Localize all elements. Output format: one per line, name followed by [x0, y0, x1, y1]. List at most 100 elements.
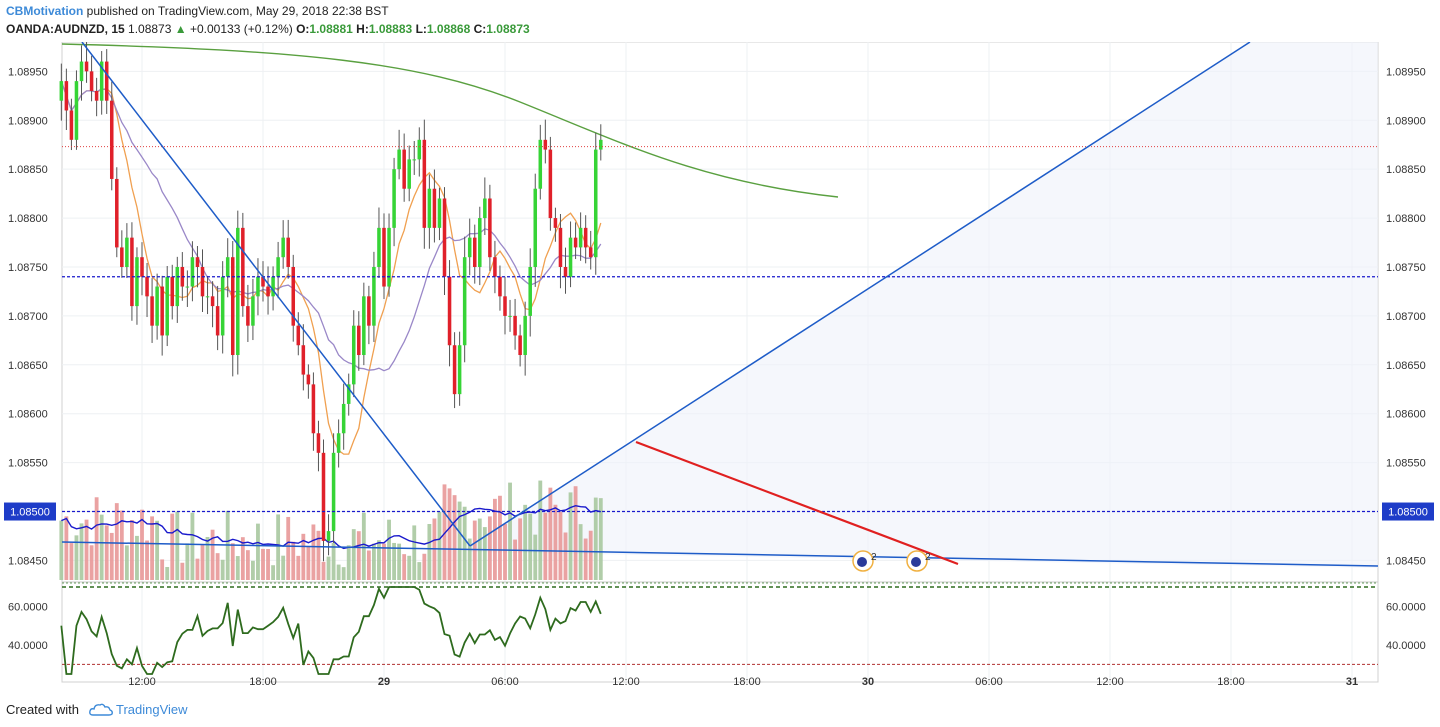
volume-bar	[422, 553, 427, 580]
candle-body	[104, 61, 109, 101]
volume-bar	[462, 506, 467, 580]
volume-bar	[361, 512, 366, 580]
y-tick-right: 1.08550	[1386, 458, 1426, 470]
candle-body	[523, 315, 527, 356]
volume-bar	[190, 512, 195, 580]
y-tick-left: 1.08850	[8, 164, 48, 176]
candle-body	[387, 227, 391, 287]
rsi-pane	[60, 582, 1378, 675]
volume-bar	[407, 555, 412, 580]
candle-body	[200, 266, 205, 297]
volume-bar	[185, 543, 190, 580]
candle-body	[402, 149, 406, 189]
x-tick: 18:00	[1217, 676, 1245, 688]
candle-body	[160, 286, 164, 336]
candle-body	[306, 374, 311, 385]
y-tick-left: 1.08950	[8, 66, 48, 78]
trendline-flat	[61, 541, 1379, 567]
footer: Created with TradingView	[0, 693, 1440, 727]
candle-body	[442, 198, 447, 277]
candle-body	[336, 433, 341, 453]
symbol-label[interactable]: OANDA:AUDNZD, 15	[6, 22, 125, 36]
candle-body	[99, 61, 104, 101]
y-tick-right: 1.08950	[1386, 66, 1426, 78]
candle-body	[246, 306, 250, 326]
volume-bar	[130, 520, 134, 580]
volume-bar	[79, 523, 84, 580]
created-with-text: Created with	[6, 702, 79, 717]
volume-bar	[341, 567, 346, 580]
volume-bar	[205, 536, 210, 580]
author-link[interactable]: CBMotivation	[6, 4, 84, 18]
candle-body	[583, 227, 588, 248]
y-tick-left: 1.08650	[8, 360, 48, 372]
candle-body	[382, 227, 386, 287]
event-icon-dot	[911, 557, 921, 567]
moving-averages	[60, 43, 839, 455]
volume-bar	[402, 554, 407, 580]
event-badge-count: 2	[925, 552, 931, 563]
volume-bar	[493, 498, 497, 580]
volume-bar	[437, 511, 442, 580]
trend-shade	[470, 42, 1378, 568]
volume-bar	[321, 561, 326, 580]
volume-bar	[518, 518, 523, 580]
x-tick: 29	[378, 676, 390, 688]
y-tick-right: 1.08750	[1386, 262, 1426, 274]
volume-bar	[568, 492, 573, 580]
y-tick-right: 1.08850	[1386, 164, 1426, 176]
volume-bar	[245, 550, 250, 580]
candle-body	[503, 296, 507, 316]
candle-body	[165, 276, 169, 336]
volume-bar	[598, 498, 603, 580]
publish-line: CBMotivation published on TradingView.co…	[6, 4, 389, 18]
volume-bar	[417, 562, 422, 580]
x-tick: 12:00	[1096, 676, 1124, 688]
y-tick-right: 1.08800	[1386, 213, 1426, 225]
candles	[59, 42, 603, 562]
candle-body	[543, 139, 548, 150]
candle-body	[69, 110, 74, 140]
candle-body	[573, 237, 578, 248]
candle-body	[558, 227, 563, 267]
y-tick-left: 1.08450	[8, 555, 48, 567]
volume-bar	[94, 497, 99, 580]
volume-bar	[392, 542, 396, 580]
candle-body	[236, 227, 240, 356]
candle-body	[261, 276, 265, 287]
level-badge-left-text: 1.08500	[10, 507, 50, 519]
volume-bar	[195, 558, 200, 580]
x-tick: 31	[1346, 676, 1358, 688]
volume-bar	[593, 497, 598, 580]
last-price: 1.08873	[128, 22, 172, 36]
candle-body	[150, 296, 154, 326]
candle-body	[367, 296, 371, 326]
volume-bar	[447, 488, 452, 580]
tradingview-brand-link[interactable]: TradingView	[116, 702, 188, 717]
candle-body	[437, 198, 442, 228]
candle-body	[326, 531, 331, 541]
candle-body	[109, 100, 114, 179]
volume-bar	[573, 486, 578, 580]
volume-bar	[306, 545, 311, 580]
candle-body	[518, 335, 522, 356]
x-tick: 18:00	[733, 676, 761, 688]
volume-bar	[119, 510, 124, 580]
trendline-up	[469, 42, 1251, 547]
volume-bar	[311, 524, 316, 580]
volume-bar	[99, 514, 104, 580]
candle-body	[427, 188, 432, 228]
candle-body	[412, 159, 417, 161]
volume-bar	[508, 482, 512, 580]
y-tick-right: 1.08450	[1386, 555, 1426, 567]
candle-body	[553, 218, 558, 228]
trendline-red	[635, 440, 959, 566]
candle-body	[170, 276, 175, 307]
open-label: O:	[296, 22, 310, 36]
volume-bar	[240, 537, 245, 580]
low-label: L:	[415, 22, 427, 36]
volume-bar	[351, 529, 356, 580]
candle-body	[362, 296, 366, 356]
